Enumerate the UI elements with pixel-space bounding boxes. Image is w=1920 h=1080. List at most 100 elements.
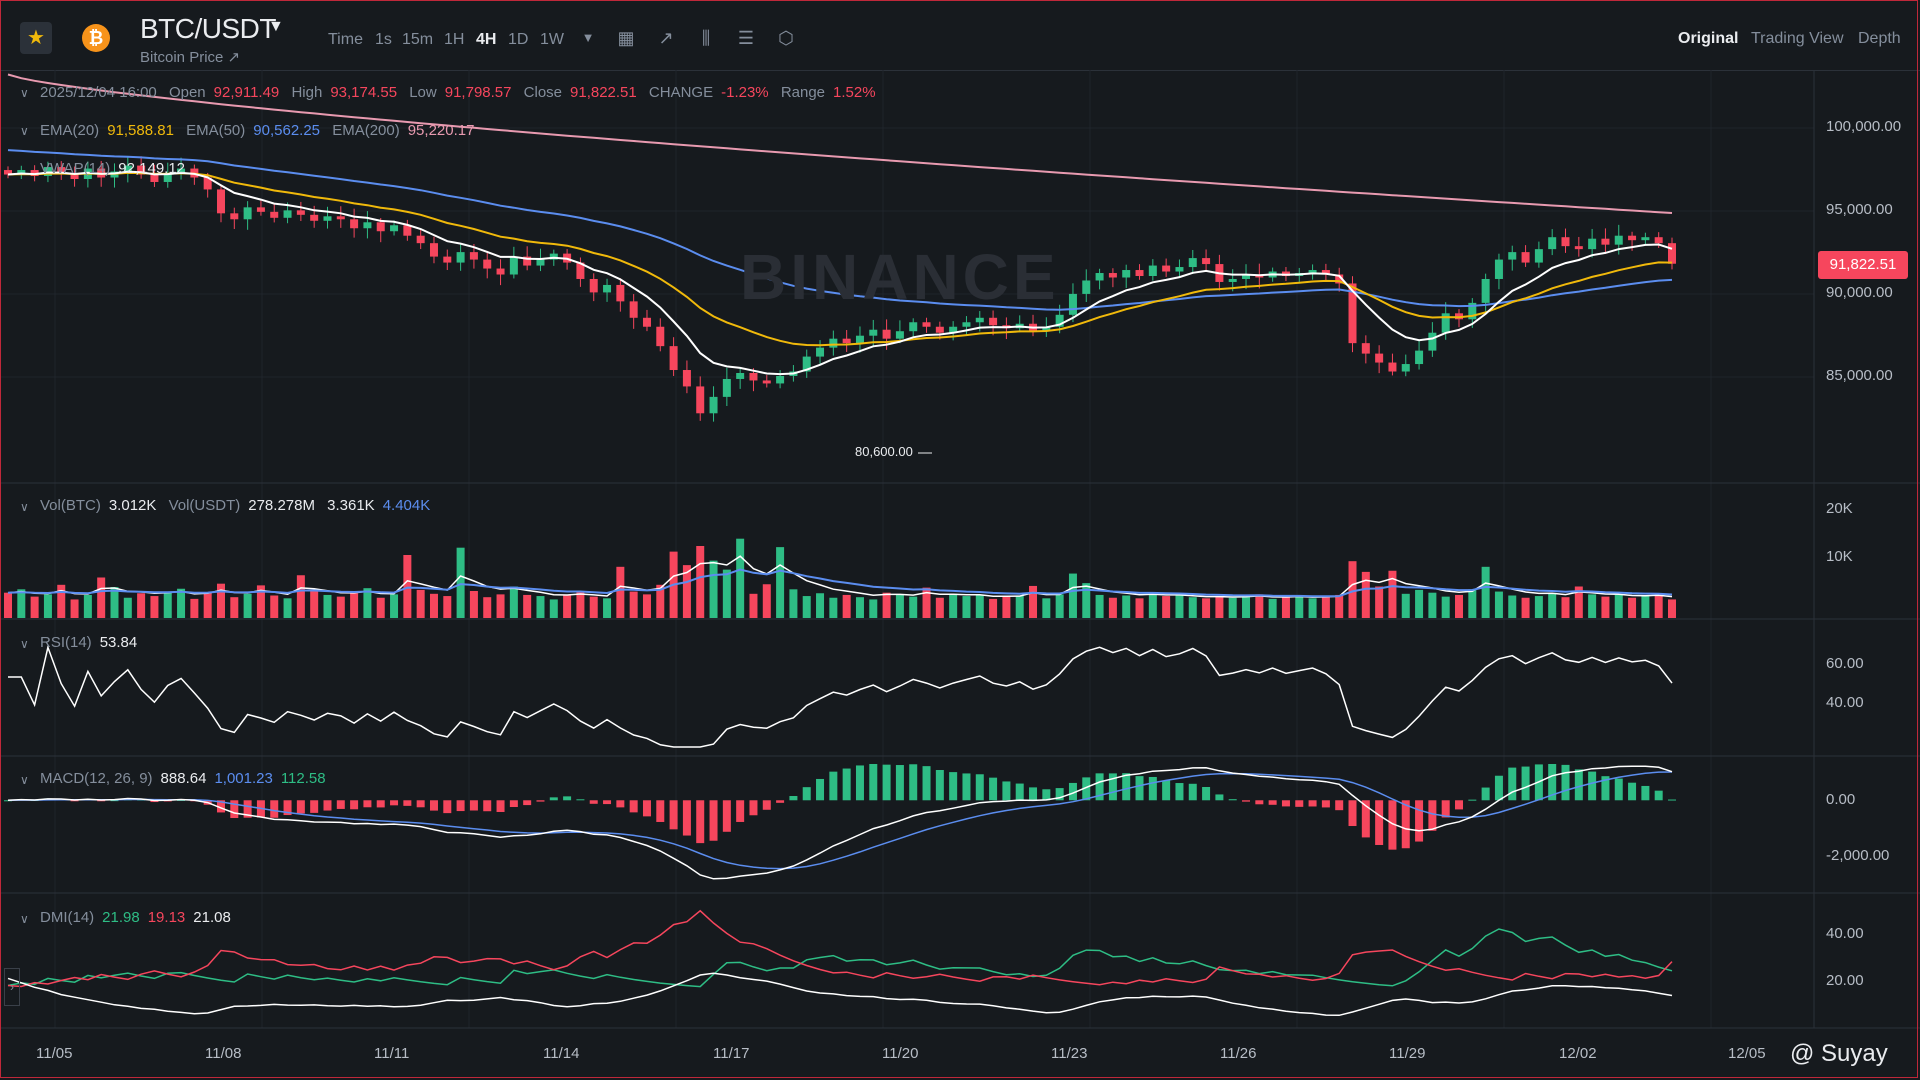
macd-histogram-bar: [1188, 783, 1197, 801]
macd-histogram-bar: [1015, 783, 1024, 801]
candle-body: [1428, 332, 1437, 351]
macd-histogram-bar: [629, 800, 638, 813]
candle-body: [909, 322, 918, 332]
symbol-dropdown-caret-icon[interactable]: ▼: [268, 18, 284, 35]
volume-bar: [1242, 596, 1251, 618]
macd-histogram-bar: [1175, 783, 1184, 801]
macd-histogram-bar: [1508, 767, 1517, 801]
macd-label: MACD(12, 26, 9): [40, 770, 153, 787]
candle-body: [1122, 270, 1131, 278]
volume-bar: [310, 590, 319, 618]
timeframe-more-chevron-icon[interactable]: ▼: [581, 30, 595, 45]
timeframe-1w[interactable]: 1W: [540, 31, 564, 48]
volume-ma1-path: [7, 555, 1673, 598]
candle-body: [203, 177, 212, 190]
macd-line-path: [7, 765, 1673, 880]
candle-body: [296, 210, 305, 215]
favorite-star-icon[interactable]: ★: [20, 22, 52, 54]
candle-body: [1574, 246, 1583, 250]
ohlc-close-label: Close: [523, 84, 563, 101]
candle-body: [1401, 364, 1410, 372]
hexagon-settings-icon[interactable]: ⬡: [778, 28, 794, 48]
candle-body: [1068, 293, 1077, 315]
rsi-legend-collapse-icon[interactable]: ∨: [20, 637, 29, 651]
ema200-label: EMA(200): [332, 122, 400, 139]
volume-bar: [642, 594, 651, 618]
macd-histogram-bar: [1521, 766, 1530, 801]
candle-body: [696, 386, 705, 414]
volume-legend-collapse-icon[interactable]: ∨: [20, 500, 29, 514]
candle-body: [123, 165, 132, 172]
timeframe-1h[interactable]: 1H: [444, 31, 465, 48]
date-axis-label: 11/20: [882, 1045, 919, 1062]
volume-bar: [1002, 596, 1011, 618]
volume-bar: [1068, 573, 1077, 618]
candle-body: [1335, 274, 1344, 284]
view-original[interactable]: Original: [1678, 30, 1739, 47]
indicator-chart-icon[interactable]: ↗: [658, 28, 674, 48]
volume-bar: [563, 595, 572, 618]
ema50-path: [7, 149, 1673, 311]
candle-body: [336, 216, 345, 220]
macd-histogram-bar: [310, 800, 319, 813]
calendar-icon[interactable]: ▦: [617, 28, 635, 48]
view-trading-view[interactable]: Trading View: [1751, 30, 1844, 47]
chart-area[interactable]: [0, 70, 1920, 1080]
symbol-subtitle[interactable]: Bitcoin Price ↗: [140, 49, 241, 66]
date-axis-label: 11/08: [205, 1045, 242, 1062]
price-axis-label: 90,000.00: [1826, 284, 1893, 301]
timeframe-1s[interactable]: 1s: [375, 31, 392, 48]
macd-histogram-bar: [935, 769, 944, 801]
volume-bar: [57, 584, 66, 618]
volume-bar: [403, 555, 412, 618]
candle-body: [682, 370, 691, 387]
volume-bar: [1428, 592, 1437, 618]
expand-panel-icon[interactable]: ›: [4, 968, 20, 1006]
volume-bar: [137, 593, 146, 618]
price-axis-label: 95,000.00: [1826, 201, 1893, 218]
volume-bar: [1148, 593, 1157, 618]
candle-body: [256, 207, 265, 212]
candle-body: [616, 284, 625, 302]
volume-bar: [296, 575, 305, 618]
candle-body: [1202, 258, 1211, 265]
price-legend-collapse-icon[interactable]: ∨: [20, 86, 29, 100]
date-axis-label: 11/29: [1389, 1045, 1426, 1062]
macd-histogram-bar: [736, 800, 745, 822]
volume-bar: [1295, 595, 1304, 618]
settings-list-icon[interactable]: ☰: [737, 28, 755, 48]
symbol-title[interactable]: BTC/USDT: [140, 13, 277, 44]
ema200-value: 95,220.17: [407, 122, 475, 139]
volume-bar: [696, 546, 705, 618]
ema-legend-collapse-icon[interactable]: ∨: [20, 124, 29, 138]
candle-body: [416, 235, 425, 244]
timeframe-1d[interactable]: 1D: [508, 31, 529, 48]
macd-histogram-bar: [1388, 800, 1397, 850]
candle-body: [882, 329, 891, 339]
macd-histogram-bar: [1148, 776, 1157, 801]
ema-legend: EMA(20) 91,588.81 EMA(50) 90,562.25 EMA(20…: [40, 122, 482, 139]
macd-histogram-bar: [1308, 800, 1317, 807]
rsi-path: [8, 644, 1673, 748]
candle-body: [1614, 235, 1623, 245]
volume-bar: [1601, 596, 1610, 618]
macd-histogram-bar: [722, 800, 731, 832]
dmi-minus-path: [7, 909, 1673, 988]
dmi-legend-collapse-icon[interactable]: ∨: [20, 912, 29, 926]
volume-bar: [1388, 570, 1397, 618]
view-depth[interactable]: Depth: [1858, 30, 1901, 47]
volume-bar: [549, 599, 558, 618]
macd-histogram-bar: [1401, 800, 1410, 849]
candle-style-icon[interactable]: ⫼: [701, 28, 711, 48]
timeframe-15m[interactable]: 15m: [402, 31, 434, 48]
volume-bar: [1135, 598, 1144, 618]
timeframe-4h[interactable]: 4H: [476, 31, 497, 48]
volume-bar: [1548, 593, 1557, 618]
candle-body: [1561, 237, 1570, 247]
timeframe-time[interactable]: Time: [328, 31, 363, 48]
macd-histogram-bar: [336, 800, 345, 809]
volume-bar: [1348, 561, 1357, 618]
candle-body: [895, 331, 904, 339]
macd-histogram-bar: [1095, 773, 1104, 801]
macd-legend-collapse-icon[interactable]: ∨: [20, 773, 29, 787]
